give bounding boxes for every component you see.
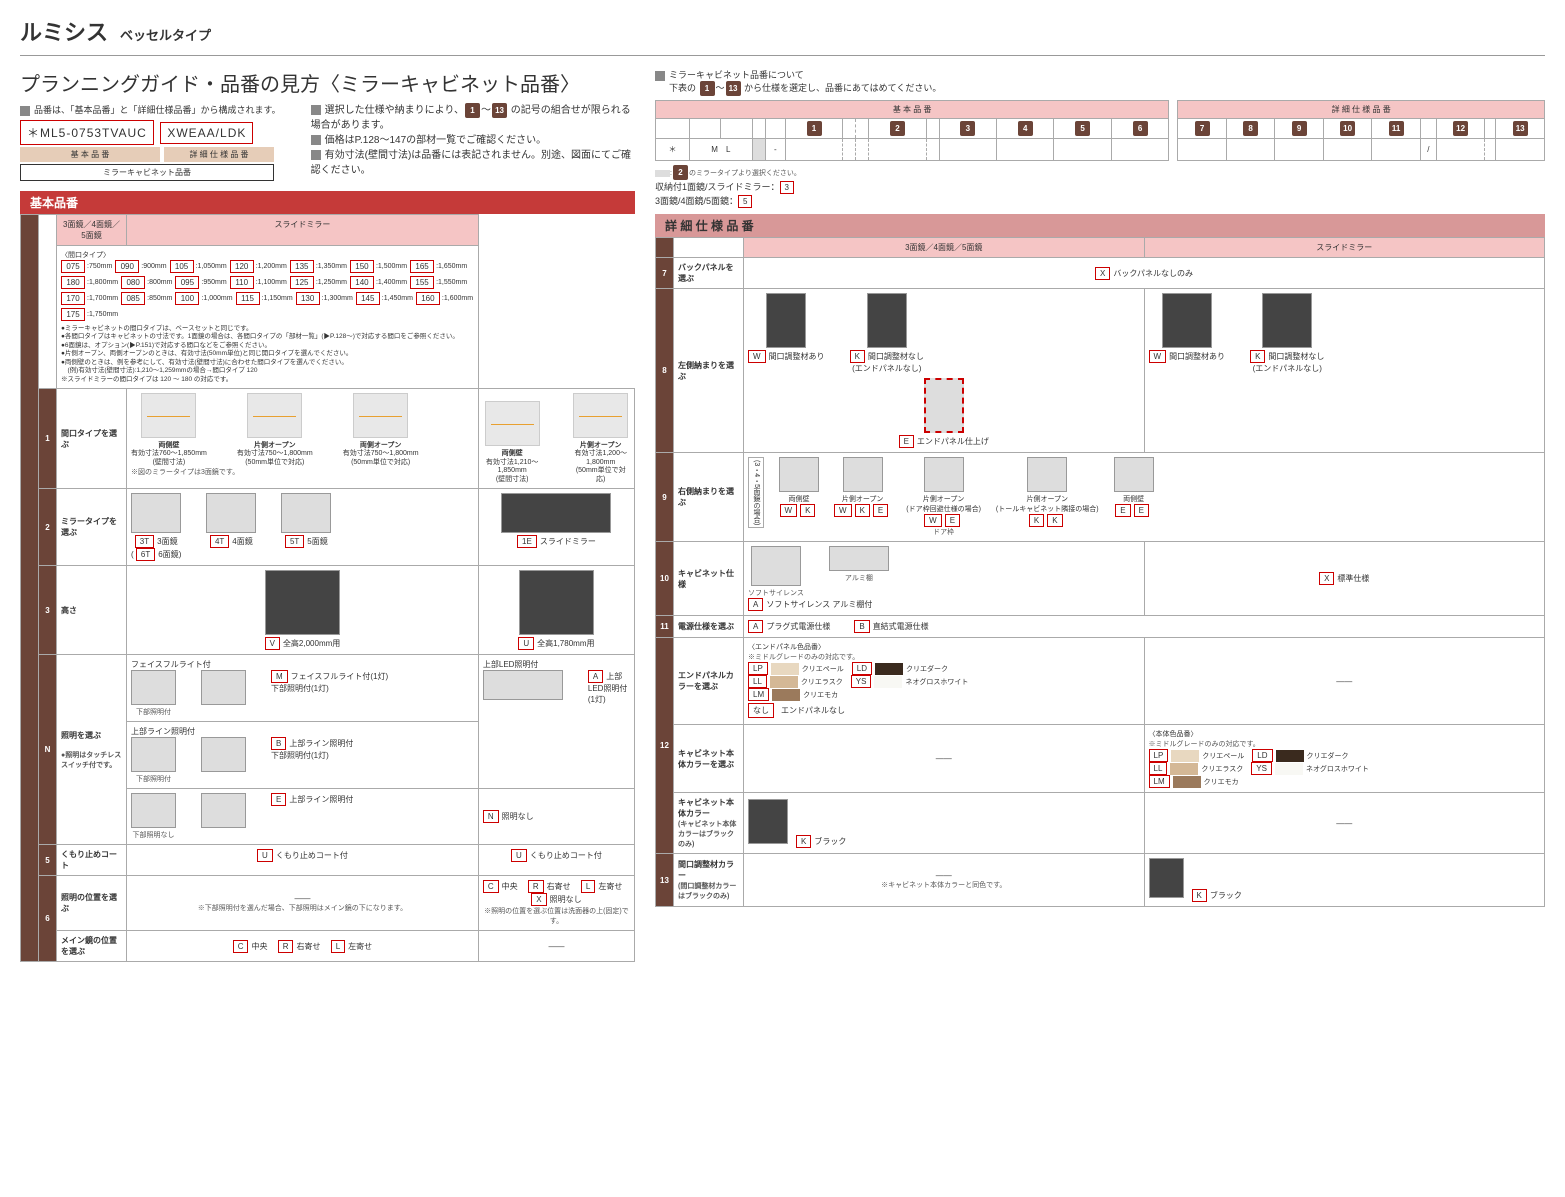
right-intro-1: ミラーキャビネット品番について (655, 68, 1545, 81)
detail-code-label: 詳 細 仕 様 品 番 (164, 147, 274, 162)
code-example-2: XWEAA/LDK (160, 122, 253, 144)
row-2-num: 2 (39, 489, 57, 566)
top-base-header: 基 本 品 番 (656, 101, 1169, 119)
code-example-1: ＊ML5-0753TVAUC (20, 120, 154, 145)
storage-note-2: 3面鏡/4面鏡/5面鏡：5 (655, 194, 1545, 208)
page-title: ルミシス (20, 15, 108, 47)
row-6-l2: メイン鏡の位置を選ぶ (57, 931, 127, 962)
row-5-num: 5 (39, 845, 57, 876)
size-subtitle: 〈間口タイプ〉 (61, 250, 474, 260)
size-notes: ●ミラーキャビネットの間口タイプは、ベースセットと同じです。●各間口タイプはキャ… (61, 325, 474, 384)
base-code-label: 基 本 品 番 (20, 147, 160, 162)
row-5-label: くもり止めコート (57, 845, 127, 876)
row-3-num: 3 (39, 566, 57, 655)
page-subtitle: ベッセルタイプ (120, 25, 211, 44)
row-1-num: 1 (39, 389, 57, 489)
mirror-cabinet-label: ミラーキャビネット品番 (20, 164, 274, 181)
base-section-header: 基本品番 (20, 191, 635, 214)
row-4-label: 照明を選ぶ●照明はタッチレススイッチ付です。 (57, 655, 127, 845)
planning-title: プランニングガイド・品番の見方〈ミラーキャビネット品番〉 (20, 68, 635, 97)
ml-note: :2のミラータイプより選択ください。 (655, 165, 1545, 180)
right-intro-2: 下表の 1～13 から仕様を選定し、品番にあてはめてください。 (669, 81, 1545, 96)
intro-text: 品番は、「基本品番」と「詳細仕様品番」から構成されます。 (20, 103, 281, 116)
detail-section-header: 詳 細 仕 様 品 番 (655, 214, 1545, 237)
bullet-1: 選択した仕様や納まりにより、1～13 の記号の組合せが限られる場合があります。 (311, 103, 635, 133)
size-grid: 075:750mm090:900mm105:1,050mm120:1,200mm… (61, 260, 474, 321)
bullet-3: 有効寸法(壁間寸法)は品番には表記されません。別途、図面にてご確認ください。 (311, 148, 635, 178)
row-3-label: 高さ (57, 566, 127, 655)
row-1-label: 間口タイプを選ぶ (57, 389, 127, 489)
top-detail-header: 詳 細 仕 様 品 番 (1178, 101, 1545, 119)
row-2-label: ミラータイプを選ぶ (57, 489, 127, 566)
row-6-l1: 照明の位置を選ぶ (57, 876, 127, 931)
storage-note-1: 収納付1面鏡/スライドミラー：3 (655, 180, 1545, 194)
row-4-num: N (39, 655, 57, 845)
row-6-num: 6 (39, 876, 57, 962)
bullet-2: 価格はP.128～147の部材一覧でご確認ください。 (311, 133, 635, 148)
col-slide: スライドミラー (127, 215, 479, 246)
col-345: 3面鏡／4面鏡／5面鏡 (57, 215, 127, 246)
divider (20, 55, 1545, 56)
